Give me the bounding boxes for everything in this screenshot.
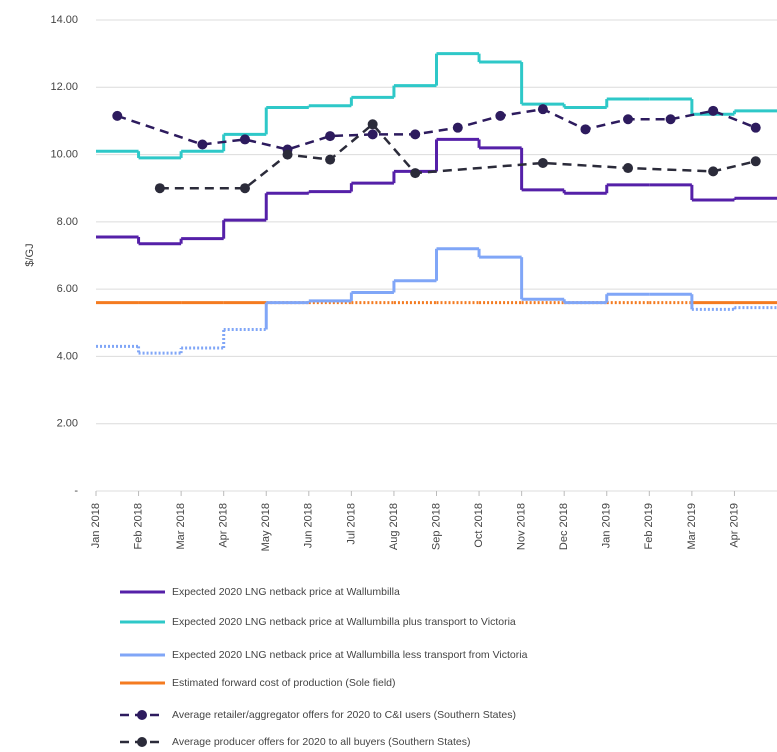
legend-label: Expected 2020 LNG netback price at Wallu… (172, 649, 528, 661)
x-tick-label: Jan 2019 (601, 503, 613, 548)
dot (112, 110, 123, 121)
x-tick-label: Jun 2018 (303, 503, 315, 548)
dot (495, 110, 506, 121)
x-tick-label: Sep 2018 (430, 503, 442, 550)
legend-label: Expected 2020 LNG netback price at Wallu… (172, 586, 400, 598)
x-tick-label: Dec 2018 (558, 503, 570, 550)
x-tick-label: Feb 2018 (132, 503, 144, 549)
x-tick-label: Mar 2018 (175, 503, 187, 549)
dot (452, 122, 463, 133)
legend-swatch-dot (137, 710, 147, 720)
dot (410, 168, 421, 179)
y-tick-label: 14.00 (50, 14, 78, 26)
x-tick-label: Jan 2018 (90, 503, 102, 548)
y-tick-label: 8.00 (57, 216, 78, 228)
y-tick-label: 4.00 (57, 350, 78, 362)
x-tick-label: Apr 2019 (728, 503, 740, 548)
legend-swatch-dot (137, 737, 147, 747)
dot (367, 129, 378, 140)
dot (239, 183, 250, 194)
y-axis-label: $/GJ (24, 243, 36, 266)
dot (623, 114, 634, 125)
legend-label: Expected 2020 LNG netback price at Wallu… (172, 616, 516, 628)
x-tick-label: May 2018 (260, 503, 272, 551)
dot (750, 122, 761, 133)
dot (410, 129, 421, 140)
dot (367, 119, 378, 130)
legend-label: Average retailer/aggregator offers for 2… (172, 709, 516, 721)
dot (239, 134, 250, 145)
dot (750, 156, 761, 167)
dot (282, 149, 293, 160)
dashed-line (159, 122, 757, 190)
dot (537, 157, 548, 168)
legend-label: Estimated forward cost of production (So… (172, 677, 396, 689)
dot (325, 131, 336, 142)
dot (197, 139, 208, 150)
dot (708, 166, 719, 177)
x-tick-label: Feb 2019 (643, 503, 655, 549)
dot (325, 154, 336, 165)
dot (154, 183, 165, 194)
x-tick-label: Jul 2018 (345, 503, 357, 545)
dot (665, 114, 676, 125)
legend-label: Average producer offers for 2020 to all … (172, 736, 470, 748)
y-tick-label: 10.00 (50, 148, 78, 160)
y-tick-label: 6.00 (57, 283, 78, 295)
x-tick-label: Nov 2018 (516, 503, 528, 550)
dot (537, 104, 548, 115)
y-tick-label: 12.00 (50, 81, 78, 93)
x-tick-label: Aug 2018 (388, 503, 400, 550)
y-tick-label: 2.00 (57, 418, 78, 430)
dot (708, 105, 719, 116)
dot (623, 163, 634, 174)
x-tick-label: Apr 2018 (218, 503, 230, 548)
x-tick-label: Oct 2018 (473, 503, 485, 548)
y-tick-label: - (74, 485, 78, 497)
dot (580, 124, 591, 135)
x-tick-label: Mar 2019 (686, 503, 698, 549)
